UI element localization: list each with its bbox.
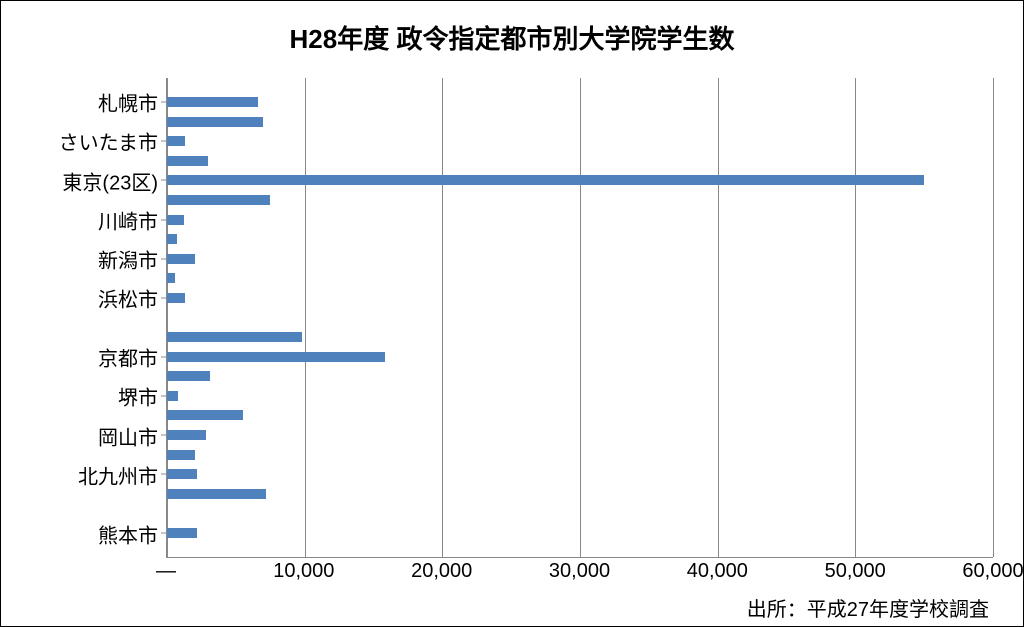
bar <box>167 136 185 146</box>
plot-area <box>166 78 993 558</box>
y-category-label: 札幌市 <box>98 88 158 117</box>
y-category-label: 東京(23区) <box>62 166 158 195</box>
gridline <box>993 78 994 557</box>
bar <box>167 215 184 225</box>
bar <box>167 195 270 205</box>
chart-frame: H28年度 政令指定都市別大学院学生数 札幌市さいたま市東京(23区) 川崎市新潟… <box>0 0 1024 627</box>
bar <box>167 97 258 107</box>
bar <box>167 528 197 538</box>
x-tick-label: 50,000 <box>825 560 886 583</box>
gridline <box>442 78 443 557</box>
x-tick-label: 60,000 <box>962 560 1023 583</box>
bar <box>167 332 302 342</box>
bar <box>167 293 185 303</box>
gridline <box>855 78 856 557</box>
y-category-label: 熊本市 <box>98 519 158 548</box>
bar <box>167 156 208 166</box>
x-tick-label: 40,000 <box>687 560 748 583</box>
x-tick-label: 30,000 <box>549 560 610 583</box>
y-category-label: 川崎市 <box>98 205 158 234</box>
bar <box>167 117 263 127</box>
bar <box>167 234 177 244</box>
bar <box>167 175 924 185</box>
bar <box>167 352 385 362</box>
y-axis-labels: 札幌市さいたま市東京(23区) 川崎市新潟市浜松市京都市堺市岡山市北九州市熊本市 <box>31 78 166 558</box>
y-category-label: 京都市 <box>98 343 158 372</box>
bar <box>167 273 175 283</box>
bar <box>167 371 210 381</box>
x-axis-labels: —10,00020,00030,00040,00050,00060,000 <box>166 560 993 590</box>
y-category-label: 堺市 <box>118 382 158 411</box>
bar <box>167 489 266 499</box>
bar <box>167 430 206 440</box>
x-tick-label: — <box>156 560 176 583</box>
gridline <box>580 78 581 557</box>
y-category-label: 新潟市 <box>98 245 158 274</box>
gridline <box>718 78 719 557</box>
bar <box>167 450 195 460</box>
chart-body: 札幌市さいたま市東京(23区)川崎市新潟市浜松市京都市堺市岡山市北九州市熊本市 … <box>31 78 993 558</box>
y-category-label: 岡山市 <box>98 421 158 450</box>
gridline <box>167 78 168 557</box>
bar <box>167 410 243 420</box>
bar <box>167 254 195 264</box>
source-note: 出所：平成27年度学校調査 <box>747 593 989 622</box>
bar <box>167 391 178 401</box>
bar <box>167 469 197 479</box>
y-category-label: 浜松市 <box>98 284 158 313</box>
x-tick-label: 10,000 <box>273 560 334 583</box>
y-category-label: 北九州市 <box>78 460 158 489</box>
gridline <box>305 78 306 557</box>
y-category-label: さいたま市 <box>59 127 158 156</box>
x-tick-label: 20,000 <box>411 560 472 583</box>
chart-title: H28年度 政令指定都市別大学院学生数 <box>31 19 993 56</box>
